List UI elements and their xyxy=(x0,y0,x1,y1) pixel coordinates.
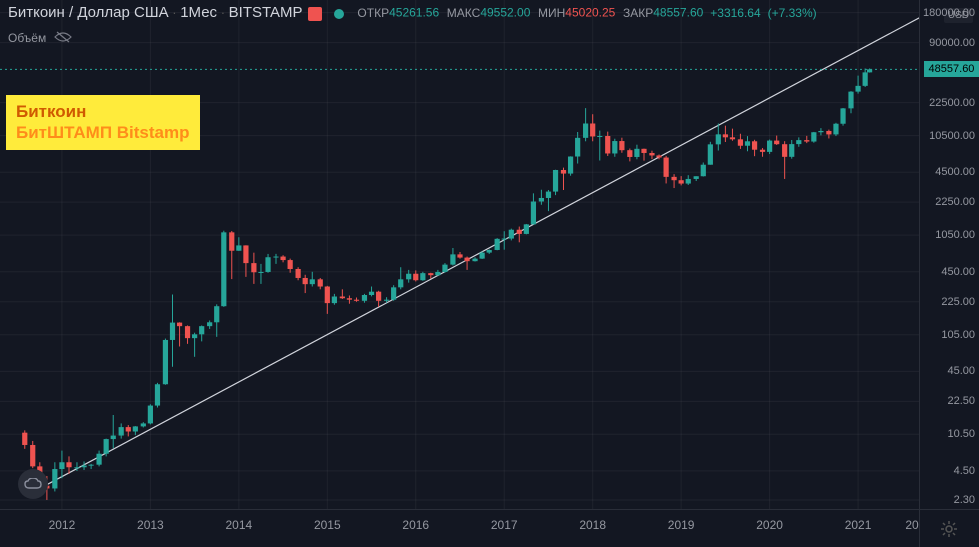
low-value: 45020.25 xyxy=(565,6,615,20)
y-axis[interactable]: USD 180000.0090000.0022500.0010500.00450… xyxy=(919,0,979,510)
change-value: +3316.64 xyxy=(707,5,761,19)
chart-root: Биткоин / Доллар США · 1Мес · BITSTAMP О… xyxy=(0,0,979,547)
x-tick-label: 2021 xyxy=(845,518,872,532)
close-value: 48557.60 xyxy=(653,6,703,20)
x-tick-label: 2018 xyxy=(579,518,606,532)
x-tick-label: 2012 xyxy=(49,518,76,532)
y-tick-label: 450.00 xyxy=(941,266,975,278)
symbol-title[interactable]: Биткоин / Доллар США xyxy=(8,4,169,21)
exchange: BITSTAMP xyxy=(229,4,303,21)
volume-label[interactable]: Объём xyxy=(8,30,72,45)
change-pct: (+7.33%) xyxy=(764,5,816,19)
overlay-line2: БитШТАМП Bitstamp xyxy=(16,122,190,143)
x-tick-label: 2017 xyxy=(491,518,518,532)
y-tick-label: 2.30 xyxy=(954,494,975,506)
y-tick-label: 45.00 xyxy=(947,365,975,377)
x-tick-label: 2015 xyxy=(314,518,341,532)
current-price-tag: 48557.60 xyxy=(924,61,979,77)
y-tick-label: 22500.00 xyxy=(929,97,975,109)
open-value: 45261.56 xyxy=(389,6,439,20)
y-tick-label: 1050.00 xyxy=(935,229,975,241)
axis-corner xyxy=(919,509,979,547)
text-overlay[interactable]: Биткоин БитШТАМП Bitstamp xyxy=(6,95,200,150)
x-tick-label: 20 xyxy=(905,518,918,532)
x-tick-label: 2013 xyxy=(137,518,164,532)
interval[interactable]: 1Мес xyxy=(180,4,217,21)
x-axis[interactable]: 2012 2013 2014 2015 2016 2017 2018 2019 2020 2021… xyxy=(0,509,920,547)
market-status-icon xyxy=(334,9,344,19)
eye-off-icon[interactable] xyxy=(54,31,72,43)
overlay-line1: Биткоин xyxy=(16,101,190,122)
y-tick-label: 22.50 xyxy=(947,395,975,407)
snapshot-button[interactable] xyxy=(18,469,48,499)
y-tick-label: 4.50 xyxy=(954,465,975,477)
chart-header: Биткоин / Доллар США · 1Мес · BITSTAMP О… xyxy=(0,0,979,26)
y-tick-label: 225.00 xyxy=(941,296,975,308)
x-tick-label: 2014 xyxy=(225,518,252,532)
y-tick-label: 10.50 xyxy=(947,428,975,440)
close-label: ЗАКР xyxy=(623,6,653,20)
y-tick-label: 2250.00 xyxy=(935,196,975,208)
gear-icon[interactable] xyxy=(940,520,958,538)
open-label: ОТКР xyxy=(357,6,389,20)
y-tick-label: 4500.00 xyxy=(935,166,975,178)
x-tick-label: 2019 xyxy=(668,518,695,532)
x-tick-label: 2020 xyxy=(756,518,783,532)
low-label: МИН xyxy=(538,6,565,20)
candlestick-chart[interactable] xyxy=(0,0,920,510)
high-label: МАКС xyxy=(447,6,481,20)
y-tick-label: 90000.00 xyxy=(929,37,975,49)
y-tick-label: 105.00 xyxy=(941,329,975,341)
high-value: 49552.00 xyxy=(480,6,530,20)
y-tick-label: 10500.00 xyxy=(929,130,975,142)
plot-area[interactable] xyxy=(0,0,920,510)
x-tick-label: 2016 xyxy=(402,518,429,532)
flag-icon[interactable] xyxy=(308,7,322,21)
